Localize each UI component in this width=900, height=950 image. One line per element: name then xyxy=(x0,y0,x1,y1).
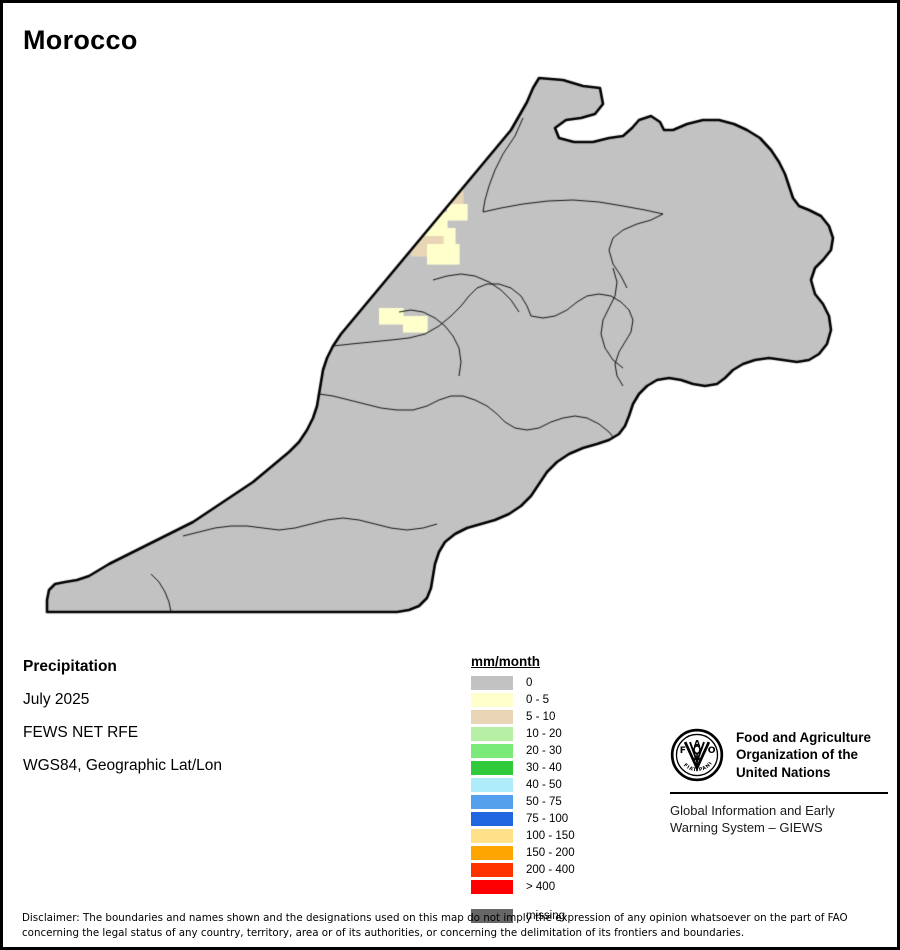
legend-label: 75 - 100 xyxy=(526,812,569,825)
legend-label: > 400 xyxy=(526,880,556,893)
legend-entry-missing: missing xyxy=(471,907,641,924)
svg-text:A: A xyxy=(694,739,701,749)
legend: mm/month 0 0 - 5 5 - 10 10 - 20 20 - 30 30 - … xyxy=(471,653,641,924)
info-period: July 2025 xyxy=(23,691,90,708)
legend-entry: 5 - 10 xyxy=(471,708,641,725)
legend-swatch xyxy=(471,675,513,690)
fao-branding-block: F A O FIAT PANIS Food and Agriculture Or… xyxy=(668,724,888,837)
map-area[interactable] xyxy=(3,58,897,638)
fao-logo-icon: F A O FIAT PANIS xyxy=(668,724,724,782)
legend-title: mm/month xyxy=(471,654,540,669)
legend-entry: 150 - 200 xyxy=(471,844,641,861)
legend-swatch xyxy=(471,879,513,894)
page-title: Morocco xyxy=(23,25,138,55)
legend-swatch xyxy=(471,743,513,758)
legend-swatch xyxy=(471,794,513,809)
legend-entry: 50 - 75 xyxy=(471,793,641,810)
legend-entry: > 400 xyxy=(471,878,641,895)
legend-label: 100 - 150 xyxy=(526,829,575,842)
legend-label-missing: missing xyxy=(526,909,565,922)
legend-swatch xyxy=(471,777,513,792)
fao-org-line-2: Organization of the xyxy=(736,747,858,763)
legend-swatch xyxy=(471,845,513,860)
legend-label: 10 - 20 xyxy=(526,727,562,740)
giews-line-2: Warning System – GIEWS xyxy=(670,819,823,835)
legend-label: 5 - 10 xyxy=(526,710,556,723)
legend-label: 150 - 200 xyxy=(526,846,575,859)
legend-entry: 0 xyxy=(471,674,641,691)
legend-swatch xyxy=(471,811,513,826)
info-projection: WGS84, Geographic Lat/Lon xyxy=(23,757,223,774)
svg-text:O: O xyxy=(708,745,716,756)
legend-swatch xyxy=(471,726,513,741)
legend-label: 0 - 5 xyxy=(526,693,550,706)
legend-label: 20 - 30 xyxy=(526,744,562,757)
legend-entry: 200 - 400 xyxy=(471,861,641,878)
fao-org-line-3: United Nations xyxy=(736,764,831,780)
map-info-block: Precipitation July 2025 FEWS NET RFE WGS… xyxy=(23,658,403,790)
info-source: FEWS NET RFE xyxy=(23,724,139,741)
fao-org-line-1: Food and Agriculture xyxy=(736,730,871,746)
legend-entry: 0 - 5 xyxy=(471,691,641,708)
legend-swatch xyxy=(471,692,513,707)
giews-system-name: Global Information and Early Warning Sys… xyxy=(670,803,888,837)
legend-entry: 75 - 100 xyxy=(471,810,641,827)
legend-swatch xyxy=(471,828,513,843)
fao-organization-name: Food and Agriculture Organization of the… xyxy=(736,729,871,780)
legend-swatch-missing xyxy=(471,908,513,923)
legend-label: 30 - 40 xyxy=(526,761,562,774)
info-variable: Precipitation xyxy=(23,658,117,675)
legend-entry: 30 - 40 xyxy=(471,759,641,776)
legend-entry: 20 - 30 xyxy=(471,742,641,759)
legend-entry: 10 - 20 xyxy=(471,725,641,742)
legend-swatch xyxy=(471,760,513,775)
legend-label: 200 - 400 xyxy=(526,863,575,876)
legend-swatch xyxy=(471,709,513,724)
legend-entry-list: 0 0 - 5 5 - 10 10 - 20 20 - 30 30 - 40 40 - 50… xyxy=(471,674,641,924)
giews-line-1: Global Information and Early xyxy=(670,803,835,818)
fao-divider xyxy=(670,792,888,794)
legend-label: 0 xyxy=(526,676,533,689)
legend-swatch xyxy=(471,862,513,877)
svg-text:F: F xyxy=(680,745,686,756)
legend-entry: 100 - 150 xyxy=(471,827,641,844)
disclaimer-text: Disclaimer: The boundaries and names sho… xyxy=(22,912,848,939)
precipitation-raster-map[interactable] xyxy=(3,58,897,638)
legend-entry: 40 - 50 xyxy=(471,776,641,793)
legend-label: 50 - 75 xyxy=(526,795,562,808)
legend-label: 40 - 50 xyxy=(526,778,562,791)
